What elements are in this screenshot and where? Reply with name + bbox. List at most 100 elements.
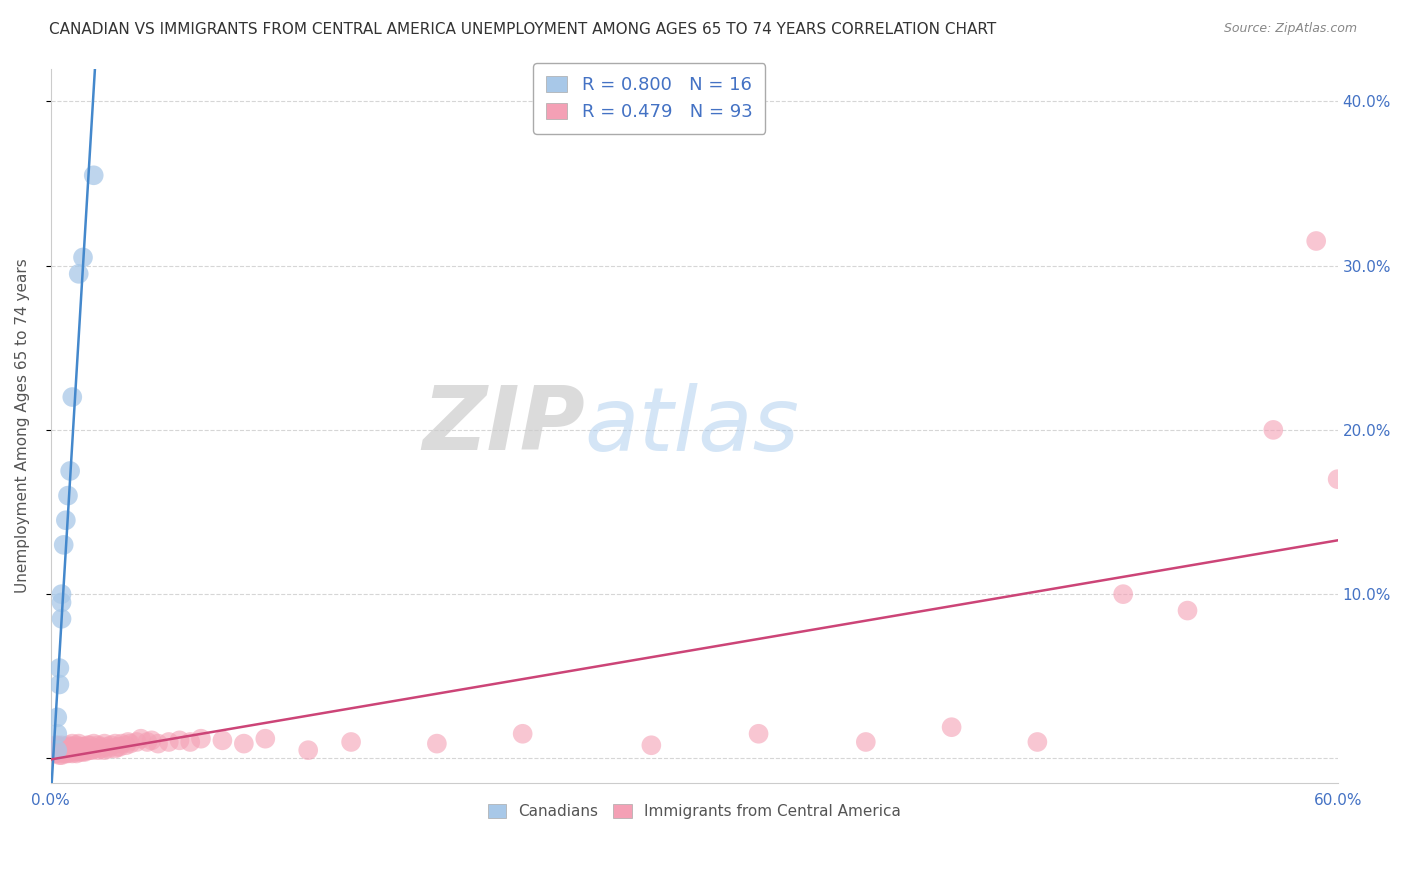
Point [190,731,212,746]
Point [75,745,97,759]
Point [48,743,70,757]
Point [60,743,83,757]
Point [51,612,73,626]
Point [55,513,77,527]
Point [79,743,101,757]
Point [60,747,83,761]
Point [169,733,191,747]
Point [51,745,73,759]
Point [48,677,70,691]
Point [115,738,138,752]
Point [60,737,83,751]
Point [72,251,94,265]
Point [56,741,79,756]
Point [67,741,90,756]
Point [67,745,90,759]
Point [91,741,114,756]
Point [83,737,105,751]
Point [42,743,65,757]
Point [941,720,963,734]
Point [100,738,122,752]
Point [640,738,662,752]
Point [211,733,233,747]
Point [56,489,79,503]
Point [51,595,73,609]
Point [56,738,79,752]
Point [59,739,82,754]
Point [84,741,107,756]
Point [46,743,69,757]
Point [426,737,449,751]
Point [146,737,169,751]
Point [44,738,66,752]
Point [44,747,66,761]
Point [52,538,75,552]
Point [110,737,132,751]
Point [136,735,159,749]
Point [48,739,70,754]
Point [748,727,770,741]
Point [63,739,86,754]
Point [1026,735,1049,749]
Point [59,464,82,478]
Point [105,739,128,754]
Point [65,741,87,756]
Point [56,747,79,761]
Point [179,735,201,749]
Point [157,735,180,749]
Point [125,735,148,749]
Point [855,735,877,749]
Point [79,738,101,752]
Point [141,733,163,747]
Point [93,737,115,751]
Point [76,738,98,752]
Point [70,739,93,754]
Point [67,737,90,751]
Point [60,739,83,754]
Point [83,169,105,183]
Text: Source: ZipAtlas.com: Source: ZipAtlas.com [1223,22,1357,36]
Point [254,731,277,746]
Point [96,739,118,754]
Point [297,743,319,757]
Point [51,748,73,763]
Point [129,731,152,746]
Point [83,741,105,756]
Point [46,747,69,761]
Legend: Canadians, Immigrants from Central America: Canadians, Immigrants from Central Ameri… [481,798,907,825]
Point [55,743,77,757]
Point [89,739,111,754]
Point [72,745,94,759]
Point [59,745,82,759]
Point [51,587,73,601]
Point [46,710,69,724]
Point [55,739,77,754]
Point [117,735,139,749]
Point [104,741,127,756]
Point [63,745,86,759]
Point [93,743,115,757]
Point [1112,587,1135,601]
Point [80,743,103,757]
Point [512,727,534,741]
Point [51,741,73,756]
Point [108,739,131,754]
Point [48,748,70,763]
Point [48,661,70,675]
Point [52,743,75,757]
Point [52,747,75,761]
Point [46,727,69,741]
Point [65,747,87,761]
Point [97,741,120,756]
Point [87,743,110,757]
Point [52,739,75,754]
Y-axis label: Unemployment Among Ages 65 to 74 years: Unemployment Among Ages 65 to 74 years [15,259,30,593]
Point [1305,234,1327,248]
Point [65,738,87,752]
Point [60,390,83,404]
Point [70,745,93,759]
Point [51,738,73,752]
Point [1263,423,1285,437]
Point [46,738,69,752]
Text: CANADIAN VS IMMIGRANTS FROM CENTRAL AMERICA UNEMPLOYMENT AMONG AGES 65 TO 74 YEA: CANADIAN VS IMMIGRANTS FROM CENTRAL AMER… [49,22,997,37]
